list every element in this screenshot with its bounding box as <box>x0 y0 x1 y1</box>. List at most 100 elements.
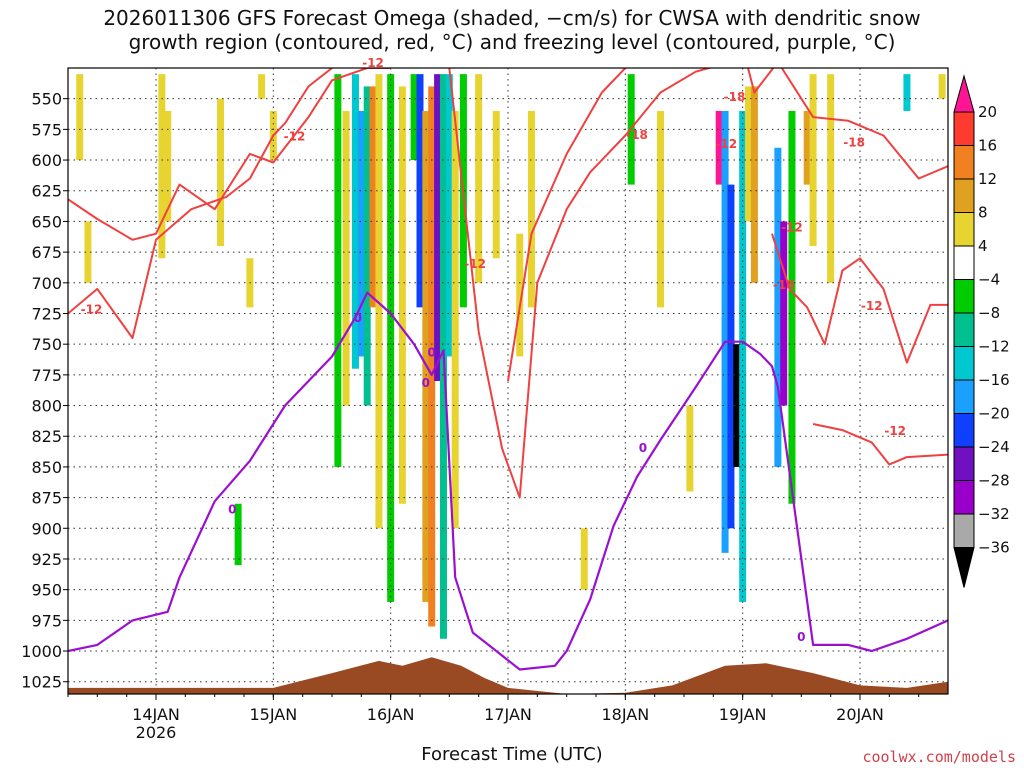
omega-cell <box>516 233 524 357</box>
omega-cell <box>76 74 84 161</box>
dgz-contour-line <box>68 68 391 241</box>
colorbar-swatch <box>953 111 975 146</box>
red-contour-label: -18 <box>773 278 795 292</box>
colorbar-swatch <box>953 513 975 548</box>
omega-cell <box>774 147 782 467</box>
omega-cell <box>258 74 266 99</box>
red-contour-label: -12 <box>81 302 103 316</box>
omega-cell <box>375 74 383 529</box>
purple-contour-label: 0 <box>354 311 362 325</box>
title-line-1: 2026011306 GFS Forecast Omega (shaded, −… <box>103 6 921 30</box>
omega-cell <box>657 110 665 308</box>
red-contour-label: -12 <box>362 56 384 70</box>
dgz-contour-line <box>507 68 948 382</box>
omega-cell <box>451 110 459 529</box>
terrain-fill <box>68 657 948 694</box>
colorbar-swatch <box>953 446 975 481</box>
colorbar-label: 16 <box>978 137 997 155</box>
x-tick-label: 19JAN <box>719 705 767 724</box>
omega-cell <box>715 110 723 185</box>
omega-cell <box>475 74 483 283</box>
colorbar-label: −16 <box>978 371 1010 389</box>
x-axis: 14JAN 15JAN 16JAN 17JAN 18JAN 19JAN 20JAN 2026 <box>67 694 920 742</box>
omega-cell <box>422 110 430 602</box>
omega-cell <box>84 221 92 283</box>
omega-cell <box>445 74 453 357</box>
colorbar-label: 20 <box>978 103 997 121</box>
purple-contour-label: 0 <box>797 630 805 644</box>
omega-cell <box>803 110 811 185</box>
omega-cell <box>398 86 406 504</box>
y-tick-label: 550 <box>31 90 62 109</box>
omega-cell <box>217 98 225 246</box>
terrain-layer <box>68 657 948 694</box>
colorbar-swatch <box>953 279 975 314</box>
omega-cell <box>158 74 166 259</box>
colorbar-swatch <box>953 346 975 381</box>
contour-layer <box>68 68 948 671</box>
chart-title: 2026011306 GFS Forecast Omega (shaded, −… <box>0 6 1024 54</box>
y-tick-label: 675 <box>31 243 62 262</box>
omega-cell <box>721 110 729 553</box>
y-axis: 550 575 600 625 650 675 700 725 750 775 800 825 850 8… <box>21 90 68 692</box>
omega-cell <box>334 74 342 467</box>
title-line-2: growth region (contoured, red, °C) and f… <box>128 30 896 54</box>
dgz-contour-line <box>771 233 948 364</box>
red-contour-label: -12 <box>464 257 486 271</box>
dgz-contour-line <box>68 68 333 339</box>
purple-contour-label: 0 <box>428 345 436 359</box>
colorbar-label: 4 <box>978 237 988 255</box>
colorbar-label: −24 <box>978 438 1010 456</box>
colorbar-swatch <box>953 212 975 247</box>
colorbar-bottom-arrow <box>953 547 975 588</box>
colorbar-label: −12 <box>978 338 1010 356</box>
red-contour-label: -12 <box>861 299 883 313</box>
colorbar-swatch <box>953 379 975 414</box>
colorbar-label: −4 <box>978 271 1000 289</box>
colorbar-swatch <box>953 245 975 280</box>
omega-cell <box>745 86 753 222</box>
y-tick-label: 950 <box>31 581 62 600</box>
dgz-contour-line <box>812 423 948 466</box>
colorbar-label: −20 <box>978 405 1010 423</box>
purple-contour-label: 0 <box>422 376 430 390</box>
y-tick-label: 900 <box>31 519 62 538</box>
colorbar-swatch <box>953 312 975 347</box>
colorbar-label: −32 <box>978 505 1010 523</box>
purple-contour-label: 0 <box>228 503 236 517</box>
omega-cell <box>369 86 377 308</box>
freezing-level-line <box>68 291 948 671</box>
y-tick-label: 800 <box>31 397 62 416</box>
red-contour-label: -12 <box>884 424 906 438</box>
colorbar-swatch <box>953 413 975 448</box>
omega-cell <box>410 74 418 161</box>
y-tick-label: 825 <box>31 427 62 446</box>
y-tick-label: 975 <box>31 611 62 630</box>
red-contour-label: -12 <box>284 129 306 143</box>
x-axis-title: Forecast Time (UTC) <box>421 744 603 765</box>
colorbar: 20 16 12 8 4 −4 −8 −12 −16 −20 −24 −28 −32 −36 <box>953 74 1010 588</box>
omega-cell <box>428 86 436 627</box>
omega-cell <box>827 74 835 283</box>
y-tick-label: 725 <box>31 304 62 323</box>
red-contour-label: -18 <box>843 136 865 150</box>
x-year-label: 2026 <box>136 723 177 742</box>
y-tick-label: 650 <box>31 212 62 231</box>
colorbar-swatch <box>953 178 975 213</box>
contour-label-layer: -12 -12 -12 -12 -18 -18 -18 -18 -12 -12 -12 -12 0 0 0 0… <box>81 56 906 644</box>
omega-cell <box>788 110 796 504</box>
omega-cell <box>234 503 242 566</box>
red-contour-label: -18 <box>626 128 648 142</box>
x-tick-label: 16JAN <box>367 705 415 724</box>
omega-cell <box>357 110 365 357</box>
x-tick-label: 18JAN <box>601 705 649 724</box>
omega-cell <box>750 86 758 283</box>
colorbar-label: 12 <box>978 170 997 188</box>
red-contour-label: -12 <box>715 137 737 151</box>
colorbar-swatch <box>953 480 975 515</box>
dgz-contour-line <box>448 68 743 499</box>
grid-layer <box>68 68 948 694</box>
x-tick-label: 14JAN <box>132 705 180 724</box>
red-contour-label: -18 <box>724 90 746 104</box>
